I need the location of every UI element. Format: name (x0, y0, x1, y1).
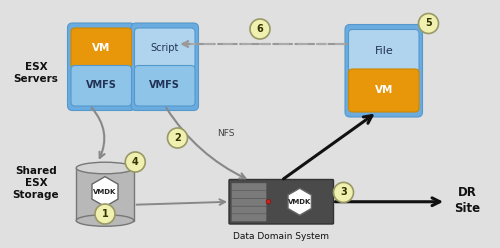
Circle shape (334, 182, 353, 202)
Text: VMDK: VMDK (288, 199, 312, 205)
FancyBboxPatch shape (232, 214, 266, 221)
Text: Shared
ESX
Storage: Shared ESX Storage (12, 166, 60, 200)
FancyBboxPatch shape (232, 206, 266, 214)
FancyBboxPatch shape (71, 28, 132, 68)
Polygon shape (92, 177, 118, 207)
Text: Script: Script (150, 43, 179, 53)
Text: 3: 3 (340, 187, 347, 197)
Circle shape (418, 13, 438, 33)
Circle shape (125, 152, 145, 172)
Text: ESX
Servers: ESX Servers (14, 62, 59, 84)
Circle shape (95, 204, 115, 224)
Ellipse shape (76, 215, 134, 226)
FancyBboxPatch shape (229, 180, 334, 224)
Text: VMFS: VMFS (150, 81, 180, 91)
Text: VMDK: VMDK (94, 189, 116, 195)
FancyBboxPatch shape (348, 69, 419, 112)
Text: Data Domain System: Data Domain System (233, 232, 329, 241)
FancyBboxPatch shape (232, 183, 266, 191)
Text: VMFS: VMFS (86, 81, 117, 91)
Circle shape (168, 128, 188, 148)
Text: File: File (374, 46, 393, 56)
Text: 4: 4 (132, 157, 138, 167)
Circle shape (266, 199, 270, 204)
Text: 1: 1 (102, 209, 108, 219)
FancyBboxPatch shape (131, 23, 198, 111)
Text: DR
Site: DR Site (454, 186, 480, 215)
FancyBboxPatch shape (348, 30, 419, 72)
FancyBboxPatch shape (232, 191, 266, 198)
FancyBboxPatch shape (68, 23, 135, 111)
Polygon shape (76, 168, 134, 220)
FancyBboxPatch shape (134, 28, 195, 68)
Text: VM: VM (92, 43, 110, 53)
Ellipse shape (76, 162, 134, 174)
Text: NFS: NFS (218, 129, 235, 138)
Polygon shape (288, 188, 312, 215)
Text: 5: 5 (425, 19, 432, 29)
FancyBboxPatch shape (71, 65, 132, 106)
Text: 2: 2 (174, 133, 181, 143)
FancyBboxPatch shape (345, 25, 422, 117)
FancyBboxPatch shape (134, 65, 195, 106)
FancyBboxPatch shape (232, 198, 266, 206)
Text: 6: 6 (256, 24, 264, 34)
Text: VM: VM (374, 86, 393, 95)
Circle shape (250, 19, 270, 39)
